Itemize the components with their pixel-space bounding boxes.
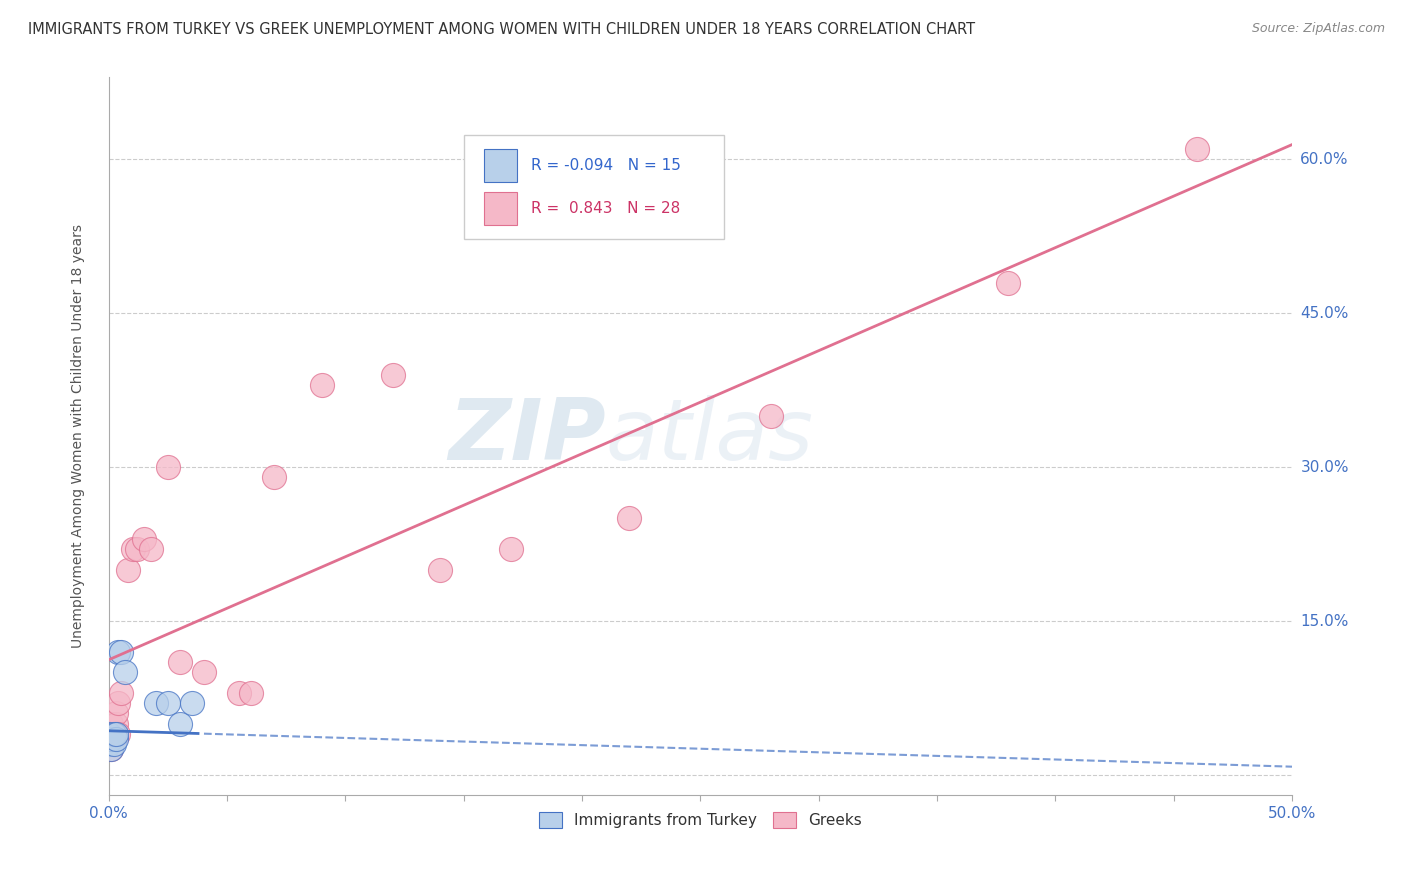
- Point: [997, 276, 1019, 290]
- Point: [429, 563, 451, 577]
- Point: [97, 727, 120, 741]
- Point: [1187, 142, 1209, 156]
- Text: 15.0%: 15.0%: [1301, 614, 1348, 629]
- Point: [761, 409, 783, 423]
- Point: [228, 686, 250, 700]
- Point: [156, 696, 179, 710]
- Text: R = -0.094   N = 15: R = -0.094 N = 15: [531, 158, 681, 173]
- Text: Source: ZipAtlas.com: Source: ZipAtlas.com: [1251, 22, 1385, 36]
- Point: [104, 727, 127, 741]
- Point: [145, 696, 167, 710]
- Point: [107, 645, 129, 659]
- Point: [619, 511, 641, 525]
- Point: [103, 731, 125, 746]
- Point: [107, 696, 129, 710]
- Text: IMMIGRANTS FROM TURKEY VS GREEK UNEMPLOYMENT AMONG WOMEN WITH CHILDREN UNDER 18 : IMMIGRANTS FROM TURKEY VS GREEK UNEMPLOY…: [28, 22, 976, 37]
- Legend: Immigrants from Turkey, Greeks: Immigrants from Turkey, Greeks: [533, 806, 868, 834]
- FancyBboxPatch shape: [484, 149, 517, 182]
- Point: [121, 542, 143, 557]
- Point: [100, 731, 122, 746]
- Point: [311, 378, 333, 392]
- Point: [127, 542, 149, 557]
- Point: [107, 727, 129, 741]
- Point: [110, 686, 132, 700]
- Point: [381, 368, 404, 382]
- Text: R =  0.843   N = 28: R = 0.843 N = 28: [531, 201, 681, 216]
- Point: [117, 563, 139, 577]
- Point: [97, 727, 120, 741]
- Point: [100, 742, 122, 756]
- Text: 30.0%: 30.0%: [1301, 459, 1348, 475]
- Point: [97, 737, 120, 751]
- Point: [100, 716, 122, 731]
- Point: [156, 460, 179, 475]
- Point: [141, 542, 163, 557]
- Point: [110, 645, 132, 659]
- Point: [103, 727, 125, 741]
- Text: ZIP: ZIP: [449, 395, 606, 478]
- Y-axis label: Unemployment Among Women with Children Under 18 years: Unemployment Among Women with Children U…: [72, 225, 86, 648]
- Point: [104, 716, 127, 731]
- Text: 60.0%: 60.0%: [1301, 152, 1348, 167]
- Point: [180, 696, 202, 710]
- Point: [103, 737, 125, 751]
- Text: atlas: atlas: [606, 395, 814, 478]
- FancyBboxPatch shape: [484, 193, 517, 225]
- Text: 45.0%: 45.0%: [1301, 306, 1348, 321]
- Point: [169, 716, 191, 731]
- Point: [104, 731, 127, 746]
- Point: [104, 706, 127, 721]
- FancyBboxPatch shape: [464, 135, 724, 239]
- Point: [193, 665, 215, 680]
- Point: [239, 686, 262, 700]
- Point: [263, 470, 285, 484]
- Point: [169, 655, 191, 669]
- Point: [100, 742, 122, 756]
- Point: [114, 665, 136, 680]
- Point: [501, 542, 523, 557]
- Point: [134, 532, 156, 546]
